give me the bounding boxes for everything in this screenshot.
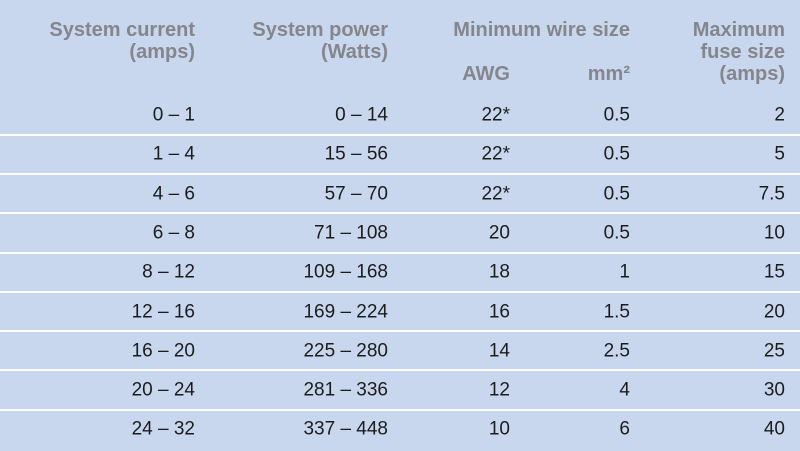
header-cell: fuse size [700,41,785,63]
header-cell: System current [49,19,195,41]
header-cell: (Watts) [320,41,388,63]
table-cell: 12 [488,379,510,401]
row-separator [0,133,800,136]
table-cell: 0 – 14 [335,104,388,126]
row-separator [0,251,800,254]
table-cell: 22* [481,183,510,205]
table-cell: 8 – 12 [142,261,195,283]
row-separator [0,408,800,411]
table-cell: 25 [763,340,785,362]
table-cell: 57 – 70 [324,183,388,205]
header-cell: (amps) [719,63,785,85]
row-separator [0,330,800,333]
table-cell: 337 – 448 [303,418,388,440]
table-cell: 225 – 280 [303,340,388,362]
table-cell: 20 [763,301,785,322]
table-cell: 12 – 16 [131,301,195,322]
table-cell: 0.5 [603,104,630,126]
table-cell: 40 [763,418,785,440]
row-separator [0,172,800,175]
header-cell: AWG [462,63,510,85]
header-cell: Minimum wire size [453,19,630,41]
table-cell: 4 [619,379,630,401]
table-cell: 2.5 [603,340,630,362]
row-separator [0,290,800,293]
table-cell: 169 – 224 [303,301,388,322]
header-cell: mm² [587,63,630,85]
table-cell: 18 [488,261,510,283]
table-cell: 16 [488,301,510,322]
table-cell: 1 [619,261,630,283]
header-cell: (amps) [129,41,195,63]
table-cell: 20 [488,222,510,244]
table-cell: 71 – 108 [314,222,388,244]
table-cell: 0.5 [603,183,630,205]
row-separator [0,369,800,372]
table-cell: 14 [488,340,510,362]
table-cell: 4 – 6 [152,183,195,205]
table-cell: 16 – 20 [131,340,195,362]
table-cell: 20 – 24 [131,379,195,401]
table-cell: 22* [481,104,510,126]
table-cell: 6 [619,418,630,440]
table-cell: 6 – 8 [152,222,195,244]
table-cell: 1 – 4 [152,143,195,165]
table-cell: 10 [763,222,785,244]
table-cell: 2 [774,104,785,126]
table-cell: 0.5 [603,143,630,165]
header-cell: System power [252,19,388,41]
table-cell: 15 [763,261,785,283]
header-cell: Maximum [692,19,785,41]
table-cell: 15 – 56 [324,143,388,165]
row-separator [0,212,800,215]
table-cell: 0 – 1 [152,104,195,126]
table-cell: 1.5 [603,301,630,322]
table-cell: 0.5 [603,222,630,244]
table-cell: 24 – 32 [131,418,195,440]
table-cell: 7.5 [758,183,785,205]
table-cell: 281 – 336 [303,379,388,401]
table-cell: 5 [774,143,785,165]
table-cell: 109 – 168 [303,261,388,283]
table-cell: 22* [481,143,510,165]
table-cell: 10 [488,418,510,440]
table-cell: 30 [763,379,785,401]
